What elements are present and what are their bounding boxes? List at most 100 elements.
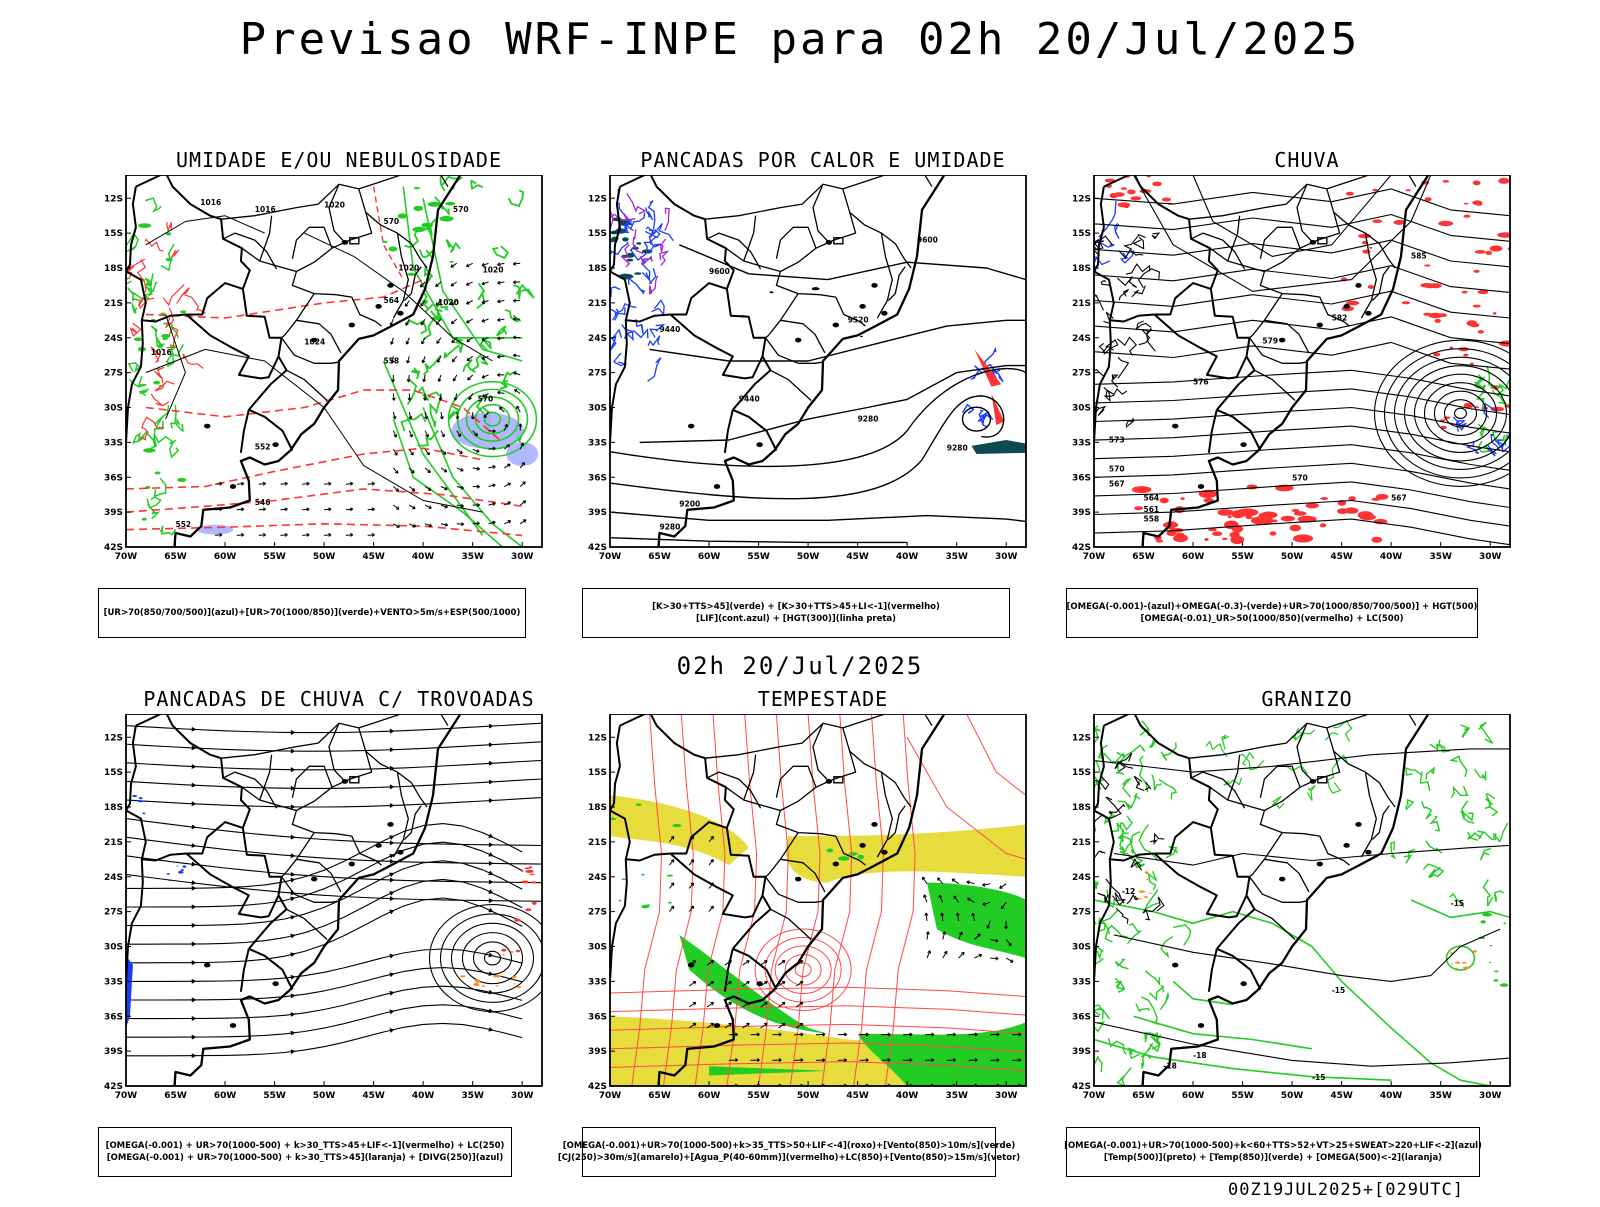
lon-tick-label: 55W [1231,1091,1254,1101]
lat-tick-label: 33S [588,438,607,448]
lon-tick-label: 60W [214,1091,237,1101]
contour-label: 585 [1411,252,1427,261]
lon-tick-label: 60W [1182,1091,1205,1101]
lat-tick-label: 21S [588,299,607,309]
lat-tick-label: 12S [588,733,607,743]
contour-label: 576 [1193,377,1209,386]
contour-label: 9200 [679,499,700,508]
lat-tick-label: 18S [1072,803,1091,813]
lat-tick-label: 39S [104,508,123,518]
lat-tick-label: 21S [588,838,607,848]
run-info: 00Z19JUL2025+[029UTC] [1228,1180,1464,1200]
legend-line-2: [CJ(250)>30m/s](amarelo)+[Agua_P(40-60mm… [557,1153,1021,1163]
lat-tick-label: 33S [104,977,123,987]
panel-legend: [OMEGA(-0.001) + UR>70(1000-500) + k>30_… [98,1127,512,1177]
lon-tick-label: 65W [1132,552,1155,562]
lat-tick-label: 12S [588,194,607,204]
lon-tick-label: 65W [648,552,671,562]
contour-label: 9600 [709,267,730,276]
lon-tick-label: 30W [1479,1091,1502,1101]
map-content: 1016 1016 1020 1020 1020 1020 1024 1016 570 570 57… [126,175,539,547]
lat-tick-label: 24S [1072,334,1091,344]
lon-tick-label: 70W [115,552,138,562]
lat-tick-label: 15S [104,768,123,778]
lat-tick-label: 30S [1072,404,1091,414]
map-content [126,714,542,1086]
legend-line-1: [OMEGA(-0.001)+UR>70(1000-500)+k>35_TTS>… [562,1141,1016,1151]
panel-tempestade: TEMPESTADE 12S 15S 18S 21S 24S 27S 30S 33S 36S 39… [558,687,1068,1207]
contour-label: 552 [176,520,192,529]
lat-tick-label: 15S [1072,229,1091,239]
map-plot: 585 582 579 576 573 570 567 564 561 558 570 567 12S 1… [1066,175,1552,575]
main-title: Previsao WRF-INPE para 02h 20/Jul/2025 [239,14,1361,65]
lat-tick-label: 21S [104,838,123,848]
lat-tick-label: 24S [588,873,607,883]
lat-tick-label: 12S [104,194,123,204]
contour-label: 1016 [255,205,276,214]
lon-tick-label: 55W [263,552,286,562]
contour-label: 570 [1292,474,1308,483]
contour-label: 570 [478,395,494,404]
panel-title: CHUVA [1274,148,1340,172]
lon-tick-label: 60W [1182,552,1205,562]
lat-tick-label: 21S [1072,299,1091,309]
map-svg: 1016 1016 1020 1020 1020 1020 1024 1016 570 570 57… [104,175,543,562]
lon-tick-label: 55W [747,552,770,562]
lat-tick-label: 18S [588,803,607,813]
lat-tick-label: 27S [104,908,123,918]
lon-tick-label: 30W [995,552,1018,562]
legend-line-1: [K>30+TTS>45](verde) + [K>30+TTS>45+LI<-… [652,602,940,612]
lat-tick-label: 18S [1072,264,1091,274]
lon-tick-label: 30W [511,1091,534,1101]
panel-title: GRANIZO [1261,687,1353,711]
lon-tick-label: 35W [1429,552,1452,562]
lon-tick-label: 45W [362,1091,385,1101]
legend-line-2: [Temp(500)](preto) + [Temp(850)](verde) … [1103,1153,1443,1163]
lat-tick-label: 42S [1072,543,1091,553]
map-plot: 12S 15S 18S 21S 24S 27S 30S 33S 36S 39S 42S 70W 65W 6… [582,714,1068,1114]
panel-title: UMIDADE E/OU NEBULOSIDADE [175,148,503,172]
legend-line-2: [OMEGA(-0.001) + UR>70(1000-500) + k>30_… [106,1153,504,1163]
panel-legend: [OMEGA(-0.001)-(azul)+OMEGA(-0.3)-(verde… [1066,588,1478,638]
contour-label: 558 [384,356,400,365]
lat-tick-label: 36S [104,473,123,483]
contour-label: 582 [1332,313,1348,322]
contour-label: -18 [1193,1051,1207,1060]
lat-tick-label: 39S [1072,1047,1091,1057]
lat-tick-label: 30S [588,943,607,953]
lon-tick-label: 65W [164,1091,187,1101]
lon-tick-label: 50W [797,552,820,562]
lon-tick-label: 40W [896,552,919,562]
panel-pancadas-trovoadas: PANCADAS DE CHUVA C/ TROVOADAS 12S 15S 18S… [94,687,584,1207]
lon-tick-label: 55W [747,1091,770,1101]
lon-tick-label: 40W [896,1091,919,1101]
lat-tick-label: 36S [588,473,607,483]
map-plot: 1016 1016 1020 1020 1020 1020 1024 1016 570 570 57… [98,175,584,575]
lat-tick-label: 18S [588,264,607,274]
lat-tick-label: 30S [1072,943,1091,953]
panel-chuva: CHUVA 585 582 579 576 573 570 567 564 561 558 570 5… [1062,148,1552,668]
contour-label: 1016 [200,198,221,207]
lon-tick-label: 55W [1231,552,1254,562]
lat-tick-label: 30S [104,943,123,953]
lon-tick-label: 40W [412,552,435,562]
lon-tick-label: 60W [698,1091,721,1101]
lat-tick-label: 15S [1072,768,1091,778]
contour-label: 1016 [151,348,172,357]
contour-label: 1024 [304,338,325,347]
legend-line-2: [LIF](cont.azul) + [HGT(300)](linha pret… [695,614,897,624]
lat-tick-label: 30S [104,404,123,414]
contour-label: 567 [1109,480,1125,489]
lat-tick-label: 36S [1072,1012,1091,1022]
lon-tick-label: 45W [846,1091,869,1101]
lon-tick-label: 60W [698,552,721,562]
legend-line-1: [OMEGA(-0.001)+UR>70(1000-500)+k<60+TTS>… [1064,1141,1482,1151]
contour-label: 570 [384,217,400,226]
lat-tick-label: 39S [588,1047,607,1057]
lon-tick-label: 65W [1132,1091,1155,1101]
lon-tick-label: 50W [313,552,336,562]
lat-tick-label: 36S [1072,473,1091,483]
contour-label: 579 [1262,337,1278,346]
